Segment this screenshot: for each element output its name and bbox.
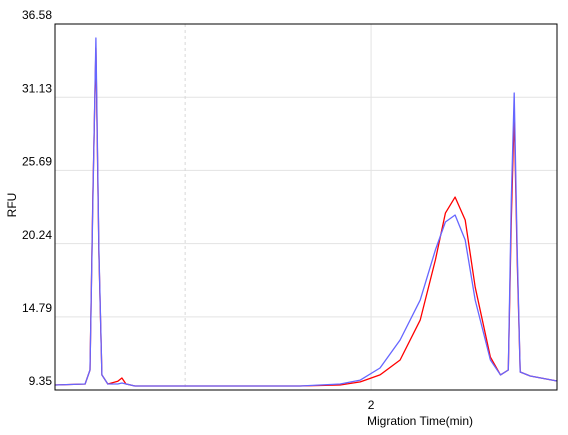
plot-border: [54, 23, 558, 391]
y-tick-label: 20.24: [22, 228, 52, 242]
y-tick-label: 25.69: [22, 155, 52, 169]
data-line: [54, 37, 558, 387]
x-tick-label: 2: [368, 398, 375, 412]
y-axis-label: RFU: [5, 193, 19, 218]
x-axis-label: Migration Time(min): [367, 414, 473, 428]
y-tick-label: 9.35: [29, 374, 53, 388]
y-tick-label: 36.58: [22, 8, 52, 22]
y-tick-label: 14.79: [22, 301, 52, 315]
y-tick-label: 31.13: [22, 81, 52, 95]
data-line: [54, 47, 558, 387]
